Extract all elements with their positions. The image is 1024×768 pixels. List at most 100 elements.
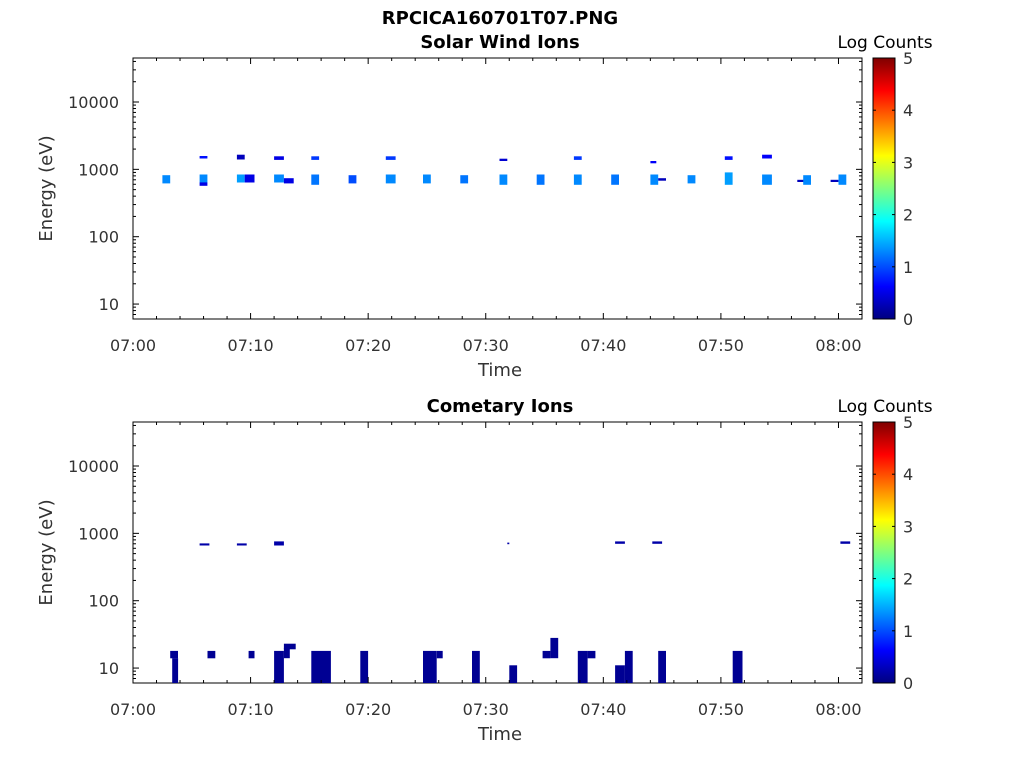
panels: 07:00 07:10 07:20 07:30 07:40 07:50 08:00 Time 1… [36,32,933,745]
heatmap-cell [624,650,633,683]
heatmap-cell [507,542,510,545]
x-tick-label: 07:30 [463,700,509,719]
heatmap-cell [615,665,625,683]
heatmap-cell [360,650,369,683]
x-tick-label: 08:00 [815,336,861,355]
heatmap-cell [611,174,619,185]
colorbar-tick-label: 5 [903,413,913,432]
y-tick-label: 10 [99,295,119,314]
heatmap-cell [274,174,284,183]
y-tick-label: 10000 [68,457,119,476]
panel-cometary: 07:00 07:10 07:20 07:30 07:40 07:50 08:00 Time 1… [36,396,933,745]
heatmap-cell [650,161,657,164]
heatmap-cells [162,154,847,186]
heatmap-cell [162,175,171,184]
heatmap-cell [385,174,396,184]
heatmap-cell [658,178,666,181]
x-tick-label: 07:30 [463,336,509,355]
heatmap-cell [830,179,839,182]
heatmap-cell [724,172,733,185]
heatmap-cell [587,650,596,659]
x-tick-label: 07:40 [580,336,626,355]
y-tick-label: 1000 [78,160,119,179]
plot-area [132,421,863,684]
colorbar-tick-label: 2 [903,206,913,225]
figure-title: RPCICA160701T07.PNG [382,8,618,29]
heatmap-cell [472,650,480,683]
colorbar-gradient [872,421,896,684]
y-tick-label: 1000 [78,524,119,543]
x-tick-label: 07:10 [228,700,274,719]
heatmap-cell [199,182,208,186]
heatmap-cell [542,650,551,659]
heatmap-cell [274,156,284,160]
x-tick-label: 07:00 [110,700,156,719]
heatmap-cell [550,637,559,659]
heatmap-cell [423,174,431,184]
colorbar-label: Log Counts [837,33,932,53]
heatmap-cell [687,175,696,184]
y-tick-label: 10000 [68,93,119,112]
heatmap-cell [274,541,284,546]
y-tick-label: 100 [88,228,119,247]
heatmap-cell [573,156,582,160]
heatmap-cell [283,178,294,184]
x-axis: 07:00 07:10 07:20 07:30 07:40 07:50 08:00 Time [110,422,863,745]
heatmap-cell [650,174,659,185]
heatmap-cell [460,175,469,184]
heatmap-cell [236,543,247,546]
colorbar-gradient [872,57,896,320]
panel-title: Cometary Ions [427,396,574,417]
heatmap-cell [274,650,284,683]
x-tick-label: 07:10 [228,336,274,355]
colorbar-tick-label: 5 [903,49,913,68]
x-tick-label: 07:40 [580,700,626,719]
plot-area [132,57,863,320]
x-tick-label: 07:50 [698,700,744,719]
heatmap-cell [499,174,508,185]
heatmap-cell [840,541,851,544]
heatmap-cell [436,650,443,659]
y-tick-label: 10 [99,659,119,678]
heatmap-cell [311,650,331,683]
heatmap-cell [573,174,582,185]
y-tick-label: 100 [88,592,119,611]
heatmap-cell [385,156,396,160]
x-tick-label: 07:00 [110,336,156,355]
colorbar-tick-label: 0 [903,310,913,329]
heatmap-cell [732,650,743,683]
heatmap-cell [658,650,666,683]
heatmap-cell [311,156,320,160]
y-axis: 10 100 1000 10000 Energy (eV) [36,424,862,684]
heatmap-cell [762,174,772,185]
x-axis-label: Time [477,724,522,745]
heatmap-cell [803,175,811,185]
x-tick-label: 08:00 [815,700,861,719]
heatmap-cell [762,154,772,159]
heatmap-cell [652,541,663,544]
x-axis: 07:00 07:10 07:20 07:30 07:40 07:50 08:00 Time [110,58,863,381]
colorbar-tick-label: 3 [903,517,913,536]
x-tick-label: 07:50 [698,336,744,355]
colorbar-tick-label: 1 [903,258,913,277]
heatmap-cell [577,650,588,683]
heatmap-cell [172,658,179,683]
colorbar-tick-label: 3 [903,153,913,172]
heatmap-cell [311,174,320,185]
heatmap-cell [615,541,625,544]
y-axis-label: Energy (eV) [36,135,57,241]
y-axis-label: Energy (eV) [36,499,57,605]
heatmap-cell [724,156,733,160]
heatmap-cell [423,650,437,683]
x-axis-label: Time [477,360,522,381]
y-axis: 10 100 1000 10000 Energy (eV) [36,60,862,320]
heatmap-cell [236,174,245,183]
heatmap-cell [236,154,245,160]
heatmap-cells [170,541,851,683]
x-tick-label: 07:20 [345,700,391,719]
heatmap-cell [838,174,847,185]
colorbar-tick-label: 4 [903,465,913,484]
